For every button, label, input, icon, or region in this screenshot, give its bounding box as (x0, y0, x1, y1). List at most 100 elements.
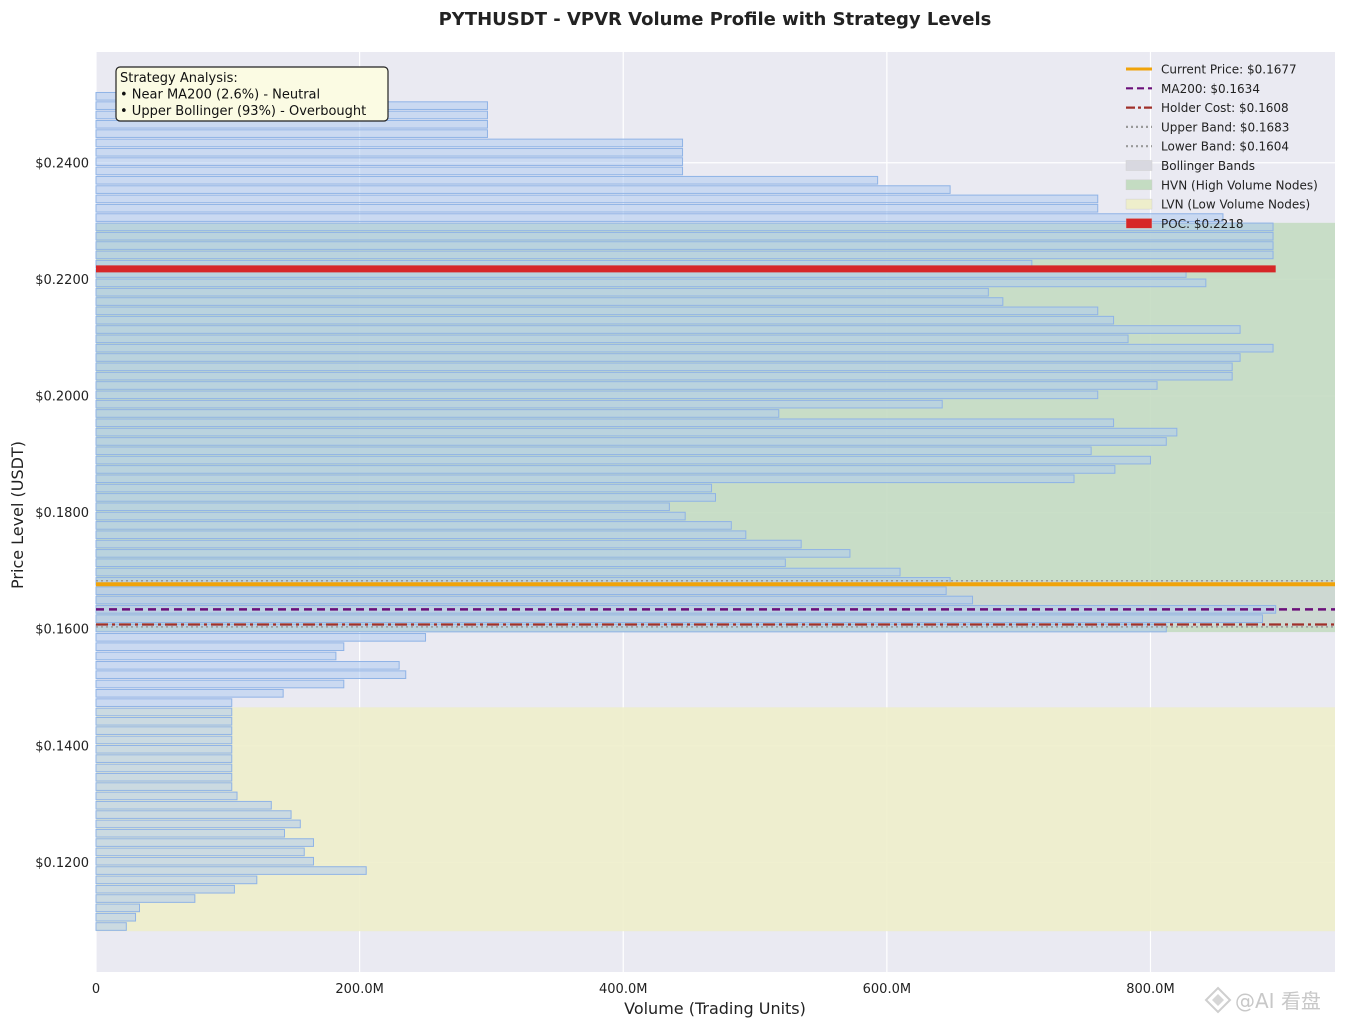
volume-bar (95, 203, 1099, 213)
volume-bar (95, 586, 947, 596)
volume-bar (95, 810, 292, 819)
poc-line (96, 265, 1276, 273)
strategy-analysis-box: Strategy Analysis: • Near MA200 (2.6%) - … (115, 66, 389, 122)
volume-bar (95, 371, 1233, 381)
volume-bar (95, 138, 684, 148)
chart-title: PYTHUSDT - VPVR Volume Profile with Stra… (439, 9, 992, 30)
volume-bar (95, 493, 716, 502)
volume-bar (95, 782, 233, 791)
volume-bar (95, 661, 400, 670)
y-tick-label: $0.1600 (35, 623, 89, 638)
volume-bar (95, 642, 345, 652)
volume-bar (95, 446, 1092, 456)
y-tick-label: $0.1800 (35, 506, 89, 521)
x-axis-label: Volume (Trading Units) (624, 999, 806, 1018)
x-tick-label: 200.0M (335, 982, 383, 997)
legend-label: Lower Band: $0.1604 (1161, 140, 1289, 154)
volume-bar (95, 698, 233, 707)
volume-bar (95, 735, 233, 745)
volume-bar (95, 119, 488, 129)
watermark-text: @AI 看盘 (1235, 989, 1321, 1013)
volume-bar (95, 474, 1075, 484)
volume-bar (95, 828, 285, 838)
volume-bar (95, 530, 747, 540)
volume-bar (95, 866, 367, 875)
legend-label: MA200: $0.1634 (1161, 82, 1260, 96)
volume-bar (95, 399, 943, 409)
volume-bar (95, 772, 233, 782)
legend: Current Price: $0.1677 MA200: $0.1634 Hold… (1125, 63, 1318, 231)
annotation-line: • Near MA200 (2.6%) - Neutral (120, 88, 320, 103)
volume-bar (95, 278, 1207, 288)
legend-label: Holder Cost: $0.1608 (1161, 101, 1289, 115)
volume-bar (95, 287, 989, 297)
y-tick-label: $0.1200 (35, 856, 89, 871)
volume-bar (95, 791, 238, 801)
volume-bar (95, 856, 314, 866)
volume-bar (95, 549, 851, 558)
volume-bar (95, 894, 196, 903)
volume-bar (95, 502, 670, 512)
volume-bar (95, 726, 233, 735)
volume-bar (95, 166, 684, 176)
volume-bar (95, 483, 713, 493)
volume-bar (95, 838, 314, 847)
volume-bar (95, 241, 1274, 250)
volume-bar (95, 651, 337, 661)
volume-bar (95, 521, 732, 530)
y-tick-label: $0.1400 (35, 739, 89, 754)
volume-bar (95, 325, 1241, 334)
volume-bar (95, 688, 284, 698)
volume-bar (95, 418, 1115, 428)
legend-label: HVN (High Volume Nodes) (1161, 178, 1318, 192)
volume-bar (95, 185, 951, 194)
volume-bar (95, 800, 272, 810)
volume-bar (95, 511, 686, 521)
volume-bar (95, 222, 1274, 232)
x-tick-label: 600.0M (863, 982, 911, 997)
volume-bar (95, 670, 407, 679)
legend-label: Upper Band: $0.1683 (1161, 120, 1289, 134)
volume-bar (95, 567, 901, 577)
legend-label: Current Price: $0.1677 (1161, 63, 1297, 77)
volume-bar (95, 819, 301, 829)
volume-bar (95, 744, 233, 754)
volume-bar (95, 922, 127, 931)
legend-swatch (1125, 179, 1153, 191)
diamond-logo-icon (1204, 986, 1232, 1014)
annotation-line: Strategy Analysis: (120, 71, 238, 86)
volume-bar (95, 912, 137, 922)
legend-label: POC: $0.2218 (1161, 217, 1244, 231)
volume-bar (95, 884, 235, 894)
volume-bar (95, 847, 305, 857)
volume-bar (95, 716, 233, 726)
volume-bar (95, 157, 684, 166)
volume-bar (95, 194, 1099, 204)
volume-bar (95, 334, 1129, 344)
x-tick-label: 0 (92, 982, 100, 997)
volume-bar (95, 250, 1274, 260)
legend-swatch (1125, 198, 1153, 210)
y-axis-label: Price Level (USDT) (8, 441, 27, 589)
strategy-levels (96, 265, 1335, 628)
volume-bar (95, 875, 258, 885)
volume-bar (95, 763, 233, 773)
legend-swatch (1125, 160, 1153, 171)
y-axis-ticks: $0.1200 $0.1400 $0.1600 $0.1800 $0.2000 $0.22… (35, 156, 89, 871)
x-tick-label: 400.0M (599, 982, 647, 997)
volume-bar (95, 409, 780, 418)
volume-bar (95, 362, 1233, 372)
volume-bar (95, 679, 345, 689)
legend-label: Bollinger Bands (1161, 159, 1255, 173)
volume-bar (95, 633, 427, 642)
volume-bar (95, 427, 1178, 437)
volume-bar (95, 175, 879, 185)
volume-bar (95, 465, 1116, 474)
volume-bar (95, 353, 1241, 362)
lvn-zone (96, 707, 1335, 932)
y-tick-label: $0.2400 (35, 156, 89, 171)
volume-bar (95, 343, 1274, 353)
volume-bar (95, 147, 684, 157)
volume-bar (95, 390, 1099, 400)
volume-bar (95, 558, 786, 568)
